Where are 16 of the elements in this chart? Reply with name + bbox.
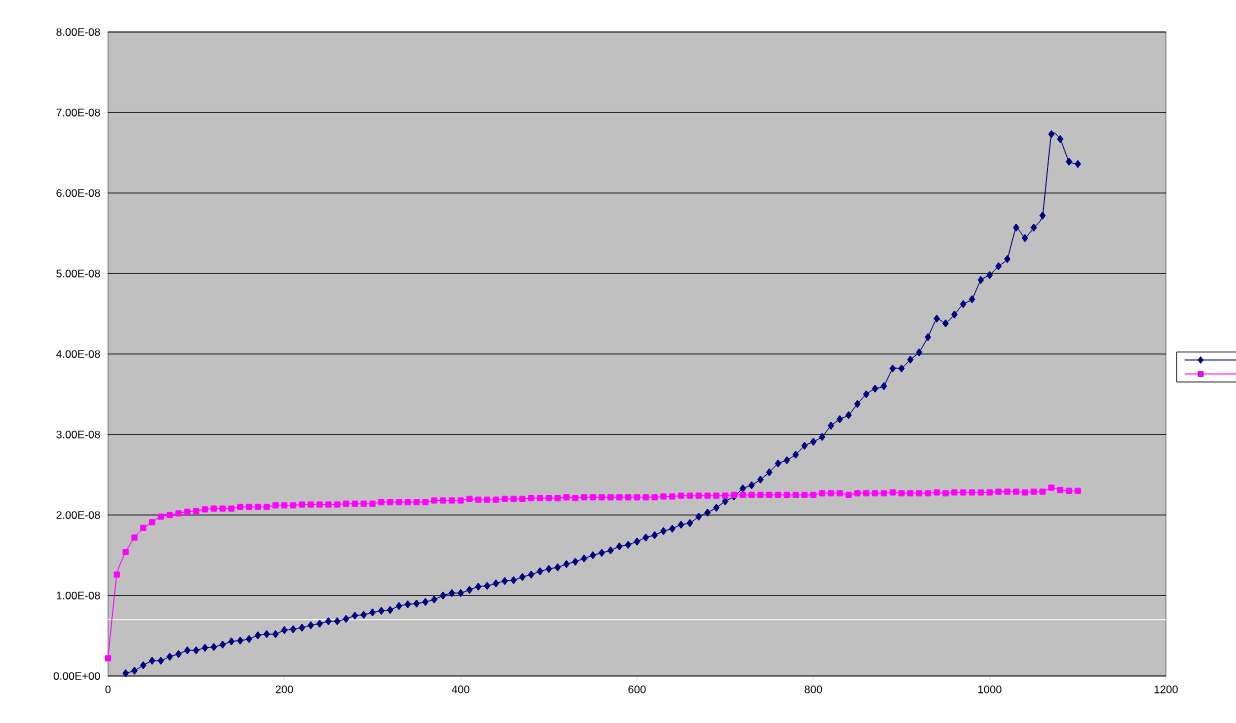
- x-tick-label: 1200: [1154, 685, 1178, 694]
- x-tick-label: 1000: [978, 685, 1002, 694]
- y-tick-label: 0.00E+00: [53, 672, 101, 680]
- x-tick-label: 800: [804, 685, 823, 694]
- y-tick-label: 8.00E-08: [56, 28, 100, 36]
- x-tick-label: 200: [275, 685, 294, 694]
- y-tick-label: 6.00E-08: [56, 189, 100, 197]
- y-tick-label: 3.00E-08: [56, 430, 100, 439]
- y-tick-label: 5.00E-08: [56, 269, 100, 278]
- y-tick-label: 7.00E-08: [56, 108, 100, 117]
- y-tick-label: 2.00E-08: [56, 511, 100, 519]
- x-tick-label: 0: [105, 685, 111, 694]
- x-tick-label: 600: [628, 685, 646, 694]
- y-tick-label: 4.00E-08: [56, 350, 100, 358]
- x-tick-label: 400: [451, 685, 470, 694]
- y-tick-label: 1.00E-08: [56, 591, 100, 600]
